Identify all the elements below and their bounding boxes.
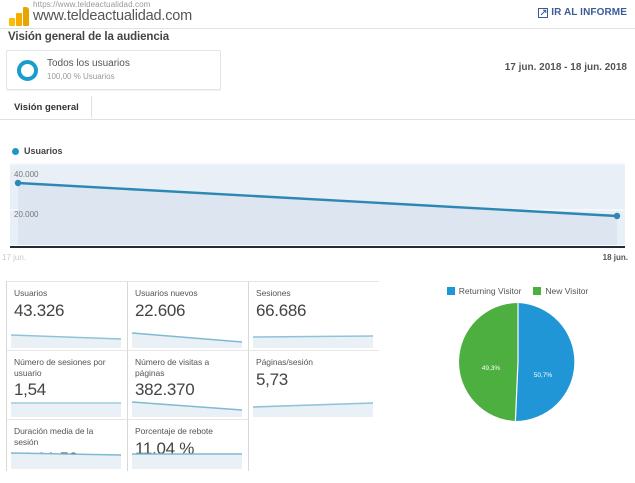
pie-chart-svg: 50,7% 49,3% bbox=[458, 303, 574, 421]
users-over-time-chart: Usuarios 40.000 20.000 17 jun. 18 jun. bbox=[0, 122, 635, 267]
legend-swatch-icon bbox=[533, 287, 542, 295]
metric-card-empty-slot bbox=[248, 419, 379, 471]
metric-label: Páginas/sesión bbox=[256, 357, 313, 367]
pie-legend-item-new[interactable]: New Visitor bbox=[533, 286, 588, 296]
tab-vision-general[interactable]: Visión general bbox=[6, 96, 92, 118]
app-header: https://www.teldeactualidad.com www.teld… bbox=[0, 0, 635, 29]
metric-value: 66.686 bbox=[256, 300, 307, 320]
metric-label: Número de sesiones por usuario bbox=[14, 357, 106, 378]
sparkline-usuarios-nuevos bbox=[132, 326, 242, 348]
go-to-report-label: IR AL INFORME bbox=[551, 7, 627, 18]
pie-slice-returning[interactable] bbox=[514, 303, 574, 421]
metric-value: 11,04 % bbox=[135, 438, 195, 458]
metric-label: Usuarios bbox=[14, 288, 48, 298]
x-axis-tick-end: 18 jun. bbox=[602, 253, 628, 262]
metric-card-row: Número de sesiones por usuario 1,54 Núme… bbox=[0, 350, 400, 419]
sparkline-paginas-sesion bbox=[253, 395, 373, 417]
metric-card-row: Usuarios 43.326 Usuarios nuevos 22.606 S… bbox=[0, 281, 400, 350]
sparkline-porcentaje-rebote bbox=[132, 447, 242, 469]
date-range-selector[interactable]: 17 jun. 2018 - 18 jun. 2018 bbox=[504, 62, 627, 73]
pie-legend: Returning Visitor New Visitor bbox=[400, 286, 635, 296]
metric-value: 382.370 bbox=[135, 380, 195, 400]
page-title: Visión general de la audiencia bbox=[8, 31, 170, 43]
pie-label-returning: 50,7% bbox=[533, 372, 552, 379]
metric-card-porcentaje-rebote[interactable]: Porcentaje de rebote 11,04 % bbox=[127, 419, 248, 471]
pie-legend-label: Returning Visitor bbox=[458, 286, 522, 296]
pie-chart-plot-area: 50,7% 49,3% bbox=[457, 301, 579, 423]
line-chart-svg bbox=[10, 163, 625, 245]
metric-card-sesiones-por-usuario[interactable]: Número de sesiones por usuario 1,54 bbox=[6, 350, 127, 419]
metric-value: 43.326 bbox=[14, 300, 65, 320]
sparkline-sesiones-por-usuario bbox=[11, 395, 121, 417]
chart-legend-label: Usuarios bbox=[24, 146, 63, 156]
metric-cards-grid: Usuarios 43.326 Usuarios nuevos 22.606 S… bbox=[0, 281, 400, 471]
header-divider bbox=[0, 28, 635, 29]
metric-card-usuarios-nuevos[interactable]: Usuarios nuevos 22.606 bbox=[127, 281, 248, 350]
metric-value: 1,54 bbox=[14, 380, 46, 400]
pie-slice-new[interactable] bbox=[458, 303, 518, 421]
y-axis-tick-40000: 40.000 bbox=[14, 170, 39, 179]
metric-label: Usuarios nuevos bbox=[135, 288, 198, 298]
segment-name: Todos los usuarios bbox=[47, 58, 130, 70]
chart-legend: Usuarios bbox=[12, 146, 63, 156]
metric-card-duracion-media[interactable]: Duración media de la sesión 00:01:50 bbox=[6, 419, 127, 471]
metric-value: 22.606 bbox=[135, 300, 186, 320]
x-axis-tick-start: 17 jun. bbox=[2, 253, 27, 262]
site-url-secondary: https://www.teldeactualidad.com bbox=[33, 0, 151, 9]
line-chart-plot-area bbox=[10, 163, 625, 245]
metric-value: 5,73 bbox=[256, 369, 288, 389]
metric-label: Sesiones bbox=[256, 288, 291, 298]
new-vs-returning-pie-chart: Returning Visitor New Visitor 50,7% 49,3… bbox=[400, 281, 635, 481]
donut-ring-icon bbox=[17, 59, 38, 81]
go-to-report-link[interactable]: IR AL INFORME bbox=[538, 7, 627, 18]
chart-axis-baseline bbox=[10, 246, 625, 248]
external-link-icon bbox=[538, 7, 549, 18]
legend-dot-icon bbox=[12, 147, 19, 155]
y-axis-tick-20000: 20.000 bbox=[14, 210, 39, 219]
metric-card-sesiones[interactable]: Sesiones 66.686 bbox=[248, 281, 379, 350]
segment-card-all-users[interactable]: Todos los usuarios 100,00 % Usuarios bbox=[6, 50, 221, 90]
metric-label: Número de visitas a páginas bbox=[135, 357, 210, 378]
metric-card-paginas-sesion[interactable]: Páginas/sesión 5,73 bbox=[248, 350, 379, 419]
pie-legend-label: New Visitor bbox=[545, 286, 589, 296]
pie-label-new: 49,3% bbox=[481, 365, 500, 372]
metric-label: Porcentaje de rebote bbox=[135, 426, 213, 436]
metric-card-row: Duración media de la sesión 00:01:50 Por… bbox=[0, 419, 400, 471]
metric-label: Duración media de la sesión bbox=[14, 426, 94, 447]
segment-percentage: 100,00 % Usuarios bbox=[47, 71, 115, 81]
sparkline-usuarios bbox=[11, 326, 121, 348]
google-analytics-logo-icon bbox=[8, 6, 30, 26]
segment-row: Todos los usuarios 100,00 % Usuarios 17 … bbox=[0, 50, 635, 92]
site-url-primary: www.teldeactualidad.com bbox=[33, 8, 193, 24]
legend-swatch-icon bbox=[446, 287, 455, 295]
metric-card-usuarios[interactable]: Usuarios 43.326 bbox=[6, 281, 127, 350]
tab-bar: Visión general bbox=[0, 96, 635, 120]
sparkline-visitas-paginas bbox=[132, 395, 242, 417]
sparkline-sesiones bbox=[253, 326, 373, 348]
sparkline-duracion-media bbox=[11, 447, 121, 469]
pie-legend-item-returning[interactable]: Returning Visitor bbox=[446, 286, 522, 296]
metric-card-visitas-paginas[interactable]: Número de visitas a páginas 382.370 bbox=[127, 350, 248, 419]
